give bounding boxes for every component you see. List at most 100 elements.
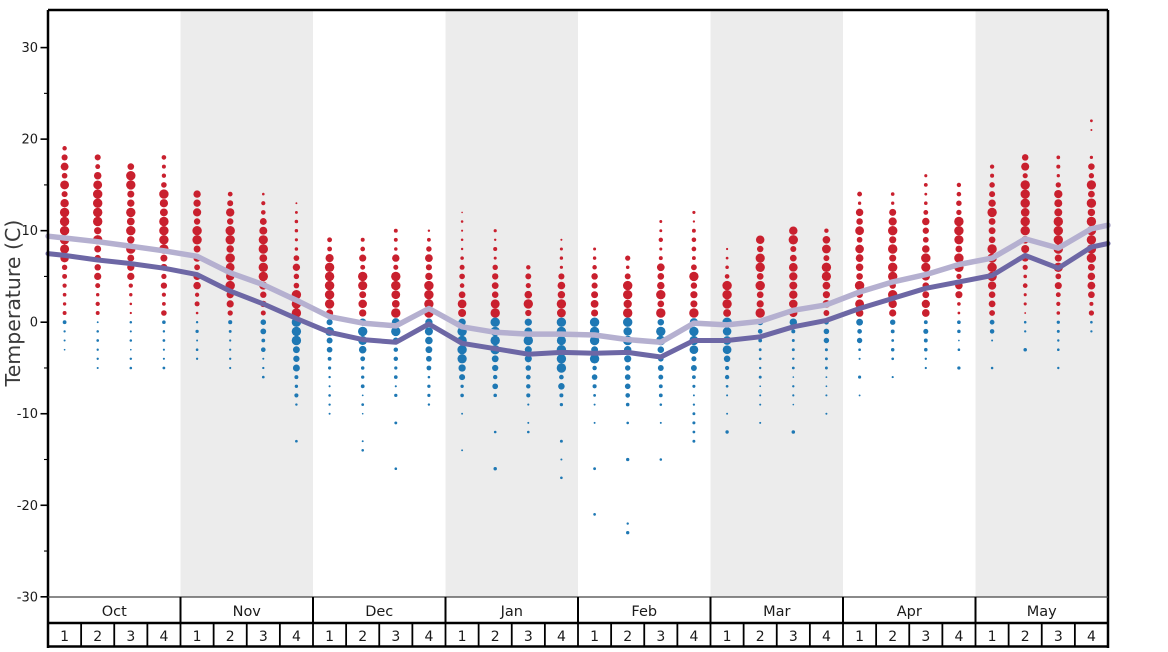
warm-dot (659, 247, 663, 251)
warm-dot (61, 191, 68, 198)
warm-dot (592, 256, 597, 260)
cold-dot (326, 337, 333, 344)
cold-dot (692, 439, 696, 443)
warm-dot (855, 226, 864, 236)
week-label-May-4: 4 (1087, 629, 1096, 645)
cold-dot (261, 338, 266, 343)
warm-dot (725, 265, 729, 270)
cold-dot (659, 458, 663, 461)
warm-dot (625, 265, 630, 270)
month-label-Feb: Feb (631, 604, 657, 620)
warm-dot (623, 299, 632, 309)
cold-dot (691, 356, 697, 362)
warm-dot (524, 290, 533, 299)
cold-dot (692, 430, 696, 434)
warm-dot (988, 227, 996, 235)
warm-dot (988, 236, 996, 244)
warm-dot (822, 281, 831, 290)
cold-dot (1057, 348, 1060, 351)
cold-dot (725, 430, 729, 434)
cold-dot (626, 522, 629, 525)
warm-dot (656, 308, 666, 318)
warm-dot (259, 254, 268, 263)
warm-dot (60, 180, 70, 190)
warm-dot (1021, 162, 1030, 171)
cold-dot (725, 384, 729, 388)
warm-dot (259, 226, 268, 235)
cold-dot (692, 394, 695, 397)
cold-dot (525, 374, 531, 380)
week-label-Nov-4: 4 (292, 629, 301, 645)
warm-dot (94, 227, 102, 235)
warm-dot (424, 280, 434, 291)
cold-dot (524, 318, 532, 326)
warm-dot (61, 264, 68, 270)
cold-dot (957, 366, 961, 370)
week-label-Apr-2: 2 (888, 629, 897, 645)
warm-dot (161, 273, 167, 280)
warm-dot (1054, 208, 1063, 217)
cold-dot (792, 394, 795, 397)
warm-dot (821, 271, 832, 282)
cold-dot (689, 345, 699, 355)
month-label-Jan: Jan (500, 604, 523, 620)
cold-dot (856, 318, 863, 326)
warm-dot (258, 262, 268, 272)
warm-dot (856, 218, 863, 225)
warm-dot (62, 302, 67, 306)
warm-dot (1020, 189, 1030, 199)
warm-dot (692, 210, 696, 214)
warm-dot (94, 264, 101, 271)
cold-dot (825, 385, 828, 388)
warm-dot (1086, 198, 1097, 208)
warm-dot (788, 235, 798, 245)
warm-dot (359, 254, 367, 262)
cold-dot (328, 366, 332, 370)
warm-dot (159, 216, 169, 227)
week-label-Oct-1: 1 (60, 629, 69, 645)
cold-dot (229, 348, 232, 351)
cold-dot (559, 402, 564, 407)
cold-dot (593, 513, 596, 516)
cold-dot (491, 355, 499, 363)
warm-dot (459, 273, 465, 280)
warm-dot (126, 180, 136, 190)
warm-dot (954, 235, 964, 245)
warm-dot (822, 235, 831, 244)
cold-dot (923, 328, 929, 334)
cold-dot (129, 320, 133, 324)
cold-dot (923, 320, 928, 325)
warm-dot (62, 146, 67, 151)
cold-dot (394, 467, 398, 471)
cold-dot (394, 393, 398, 398)
cold-dot (759, 385, 762, 388)
warm-dot (1020, 226, 1030, 236)
cold-dot (361, 449, 364, 452)
cold-dot (326, 346, 333, 353)
cold-dot (424, 327, 433, 336)
week-label-May-1: 1 (988, 629, 997, 645)
cold-dot (1057, 339, 1060, 342)
cold-dot (593, 394, 596, 397)
week-label-Dec-3: 3 (391, 629, 400, 645)
cold-dot (1090, 330, 1093, 333)
warm-dot (293, 282, 300, 289)
cold-dot (1057, 366, 1060, 370)
warm-dot (722, 299, 732, 309)
cold-dot (293, 355, 300, 362)
cold-dot (527, 421, 530, 424)
warm-dot (392, 254, 400, 262)
cold-dot (96, 366, 99, 370)
warm-dot (623, 280, 633, 291)
warm-dot (822, 244, 831, 254)
warm-dot (95, 164, 101, 170)
warm-dot (1090, 119, 1093, 123)
warm-dot (989, 191, 996, 198)
warm-dot (1022, 173, 1028, 179)
warm-dot (988, 199, 996, 207)
warm-dot (924, 201, 928, 205)
warm-dot (922, 227, 929, 234)
month-label-row: Oct Nov Dec Jan Feb Mar Apr May (102, 597, 1057, 623)
warm-dot (755, 262, 765, 272)
warm-dot (225, 235, 235, 245)
